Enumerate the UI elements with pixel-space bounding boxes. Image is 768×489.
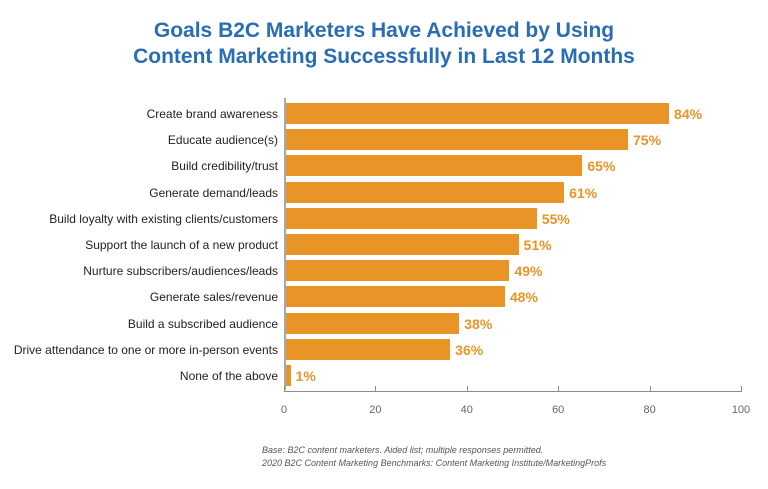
x-tick-label: 20 xyxy=(369,404,382,416)
bar-row: Build a subscribed audience 38% xyxy=(0,312,768,335)
value-label: 61% xyxy=(569,184,598,201)
bar xyxy=(286,129,628,151)
bar-row: Support the launch of a new product 51% xyxy=(0,234,768,256)
x-tick-label: 100 xyxy=(731,404,751,416)
bar-row: Build credibility/trust 65% xyxy=(0,155,768,177)
bar-row: Nurture subscribers/audiences/leads 49% xyxy=(0,260,768,282)
value-label: 84% xyxy=(674,106,703,122)
bar-row: Generate sales/revenue 48% xyxy=(0,286,768,308)
bar-row: Generate demand/leads 61% xyxy=(0,181,768,204)
x-tick xyxy=(741,386,742,392)
bar-row: Create brand awareness 84% xyxy=(0,103,768,125)
value-label: 49% xyxy=(514,263,543,280)
category-label: Build a subscribed audience xyxy=(127,316,278,331)
category-label: Drive attendance to one or more in-perso… xyxy=(13,342,278,357)
chart-title: Goals B2C Marketers Have Achieved by Usi… xyxy=(0,18,768,70)
value-label: 48% xyxy=(509,289,538,306)
bar xyxy=(286,312,460,334)
value-label: 51% xyxy=(523,237,552,253)
bar xyxy=(286,286,505,308)
category-label: Build credibility/trust xyxy=(171,159,278,174)
footnote-source: 2020 B2C Content Marketing Benchmarks: C… xyxy=(262,458,607,468)
x-axis-line xyxy=(284,391,742,392)
bar-row: Educate audience(s) 75% xyxy=(0,129,768,151)
value-label: 75% xyxy=(633,132,662,149)
bar xyxy=(286,155,583,177)
value-label: 55% xyxy=(541,210,570,227)
x-tick xyxy=(375,386,377,392)
chart-title-line-1: Goals B2C Marketers Have Achieved by Usi… xyxy=(153,19,615,42)
bar xyxy=(286,338,451,360)
bar xyxy=(286,365,291,386)
category-label: Create brand awareness xyxy=(146,107,278,121)
y-axis-line xyxy=(284,98,286,390)
value-label: 36% xyxy=(455,341,484,358)
chart-title-line-2: Content Marketing Successfully in Last 1… xyxy=(133,45,635,68)
bar-row: Build loyalty with existing clients/cust… xyxy=(0,207,768,230)
bar xyxy=(286,234,519,255)
value-label: 38% xyxy=(464,315,493,332)
category-label: Educate audience(s) xyxy=(167,133,278,148)
footnote-base: Base: B2C content marketers. Aided list;… xyxy=(262,445,544,455)
category-label: Generate sales/revenue xyxy=(149,290,278,305)
x-tick xyxy=(558,386,560,392)
x-tick-label: 80 xyxy=(643,404,656,416)
category-label: Generate demand/leads xyxy=(149,185,278,200)
category-label: Nurture subscribers/audiences/leads xyxy=(83,264,278,279)
value-label: 1% xyxy=(295,368,316,384)
value-label: 65% xyxy=(587,158,616,175)
category-label: Build loyalty with existing clients/cust… xyxy=(49,211,278,226)
x-tick-label: 0 xyxy=(280,404,288,416)
bar xyxy=(286,181,565,203)
bar xyxy=(286,260,510,282)
category-label: None of the above xyxy=(179,369,278,383)
x-tick-label: 40 xyxy=(460,404,473,416)
x-tick xyxy=(649,386,651,392)
bar-row: Drive attendance to one or more in-perso… xyxy=(0,338,768,361)
x-tick-label: 60 xyxy=(552,404,565,416)
category-label: Support the launch of a new product xyxy=(85,238,278,252)
bar-row: None of the above 1% xyxy=(0,365,768,387)
x-tick xyxy=(466,386,468,392)
bar xyxy=(286,103,670,124)
x-tick xyxy=(284,386,285,392)
bar xyxy=(286,207,537,229)
